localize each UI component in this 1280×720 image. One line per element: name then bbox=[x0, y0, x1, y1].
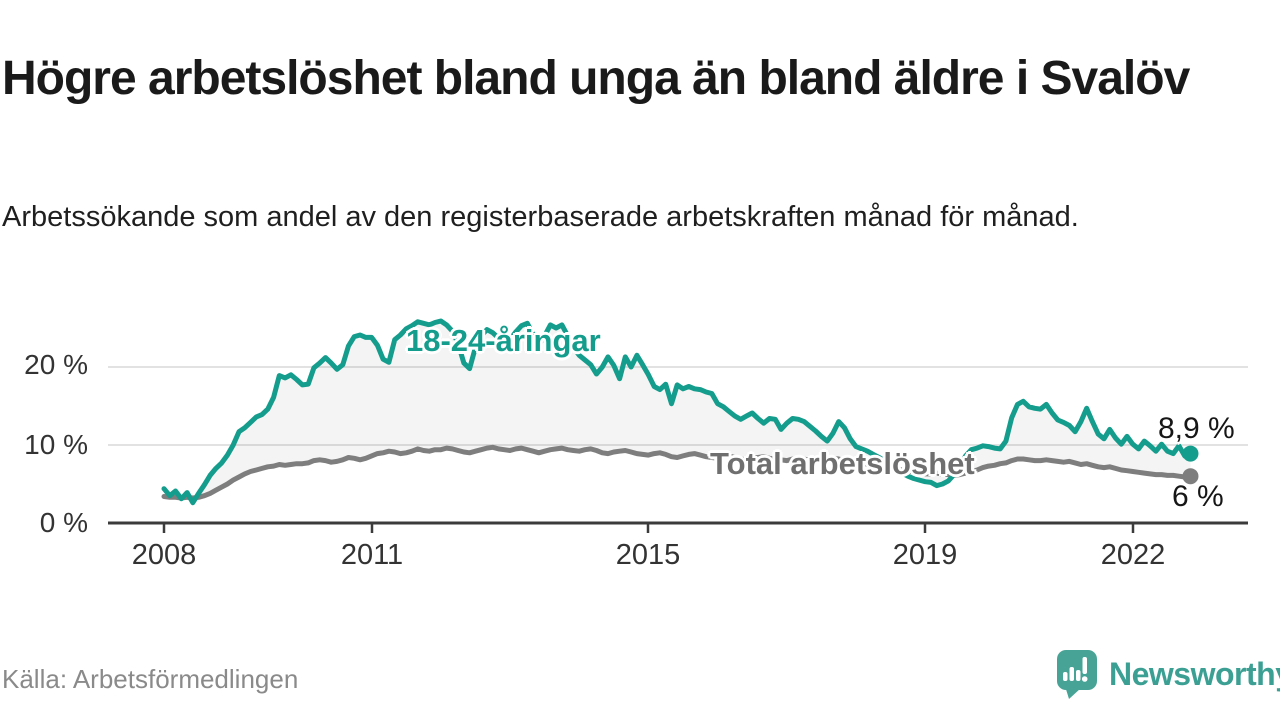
newsworthy-wordmark: Newsworthy bbox=[1109, 655, 1280, 692]
x-tick-2019: 2019 bbox=[892, 539, 958, 571]
youth-series-label: 18-24-åringar bbox=[406, 323, 601, 358]
newsworthy-logo: Newsworthy bbox=[1054, 648, 1280, 700]
youth-end-dot bbox=[1182, 445, 1199, 462]
total-unemployment-line bbox=[161, 444, 1193, 501]
x-axis-ticks bbox=[162, 524, 1135, 533]
between-series-fill bbox=[164, 321, 1191, 503]
newsworthy-bubble-icon bbox=[1057, 650, 1097, 699]
x-tick-2022: 2022 bbox=[1100, 539, 1166, 571]
source-credit: Källa: Arbetsförmedlingen bbox=[2, 664, 299, 694]
y-tick-0: 0 % bbox=[39, 507, 88, 538]
total-series-label: Total arbetslöshet bbox=[710, 446, 975, 481]
total-end-value-label: 6 % bbox=[1172, 480, 1224, 513]
x-tick-2008: 2008 bbox=[131, 539, 197, 571]
y-tick-10: 10 % bbox=[24, 429, 88, 460]
youth-end-value-label: 8,9 % bbox=[1158, 412, 1235, 445]
total-end-dot bbox=[1182, 468, 1199, 485]
x-tick-2011: 2011 bbox=[340, 539, 404, 571]
youth-unemployment-line bbox=[161, 318, 1193, 506]
x-tick-2015: 2015 bbox=[615, 539, 681, 571]
page-title: Högre arbetslöshet bland unga än bland ä… bbox=[2, 52, 1190, 106]
chart-subtitle: Arbetssökande som andel av den registerb… bbox=[2, 201, 1079, 233]
y-tick-20: 20 % bbox=[24, 349, 88, 380]
